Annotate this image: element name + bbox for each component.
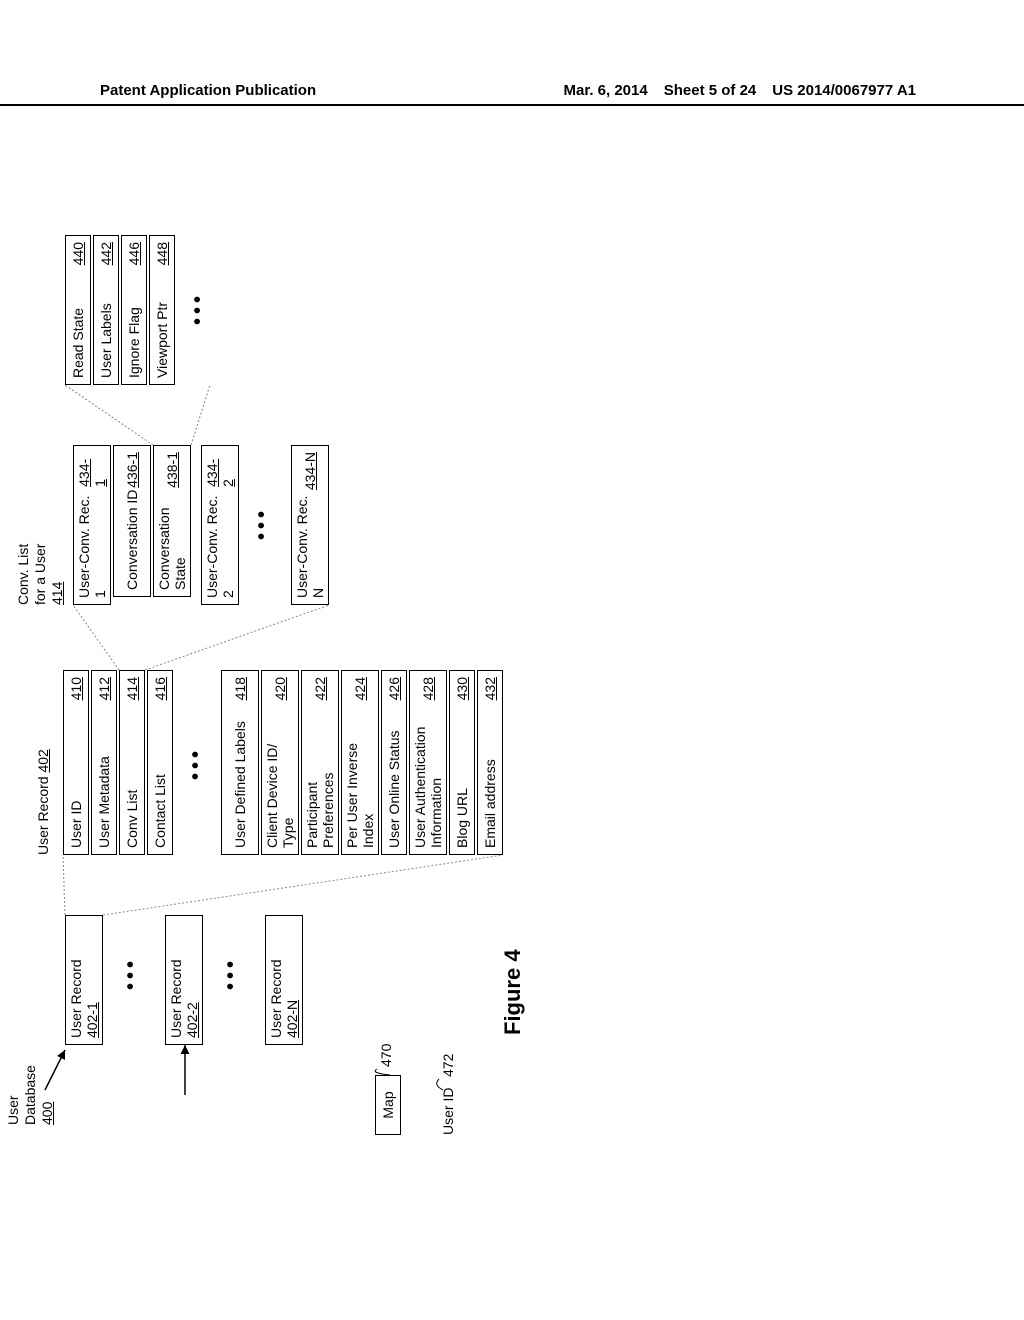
field-user-auth: User Authentication Information428 [409,670,447,855]
figure-label: Figure 4 [500,949,526,1035]
field-client-device: Client Device ID/ Type420 [261,670,299,855]
dots-icon: ••• [220,957,243,990]
conv-rec-2: User-Conv. Rec. 2434-2 [201,445,239,605]
header-date: Mar. 6, 2014 [563,82,647,104]
state-labels: User Labels442 [93,235,119,385]
header-left: Patent Application Publication [100,82,316,104]
state-viewport: Viewport Ptr448 [149,235,175,385]
header-right: Mar. 6, 2014 Sheet 5 of 24 US 2014/00679… [563,82,916,104]
field-user-defined-labels: User Defined Labels418 [221,670,259,855]
field-per-user-inverse: Per User Inverse Index424 [341,670,379,855]
diagram-canvas: User Database 400 User Record402-1 User … [5,265,1024,1095]
state-read: Read State440 [65,235,91,385]
header-sheet: Sheet 5 of 24 [664,82,757,104]
user-id-map-ref: 472 [440,1054,456,1077]
dots-icon: ••• [251,507,274,540]
field-user-id: User ID410 [63,670,89,855]
conv-id: Conversation ID436-1 [113,445,151,597]
field-contact-list: Contact List416 [147,670,173,855]
conv-rec-1: User-Conv. Rec. 1434-1 [73,445,111,605]
user-id-map-label: User ID [440,1088,456,1135]
conv-rec-n: User-Conv. Rec. N434-N [291,445,329,605]
conv-list-title: Conv. List for a User 414 [15,544,65,605]
map-box: Map [375,1075,401,1135]
user-record-box-2: User Record402-2 [165,915,203,1045]
field-online-status: User Online Status426 [381,670,407,855]
user-record-box-n: User Record402-N [265,915,303,1045]
state-ignore: Ignore Flag446 [121,235,147,385]
page-header: Patent Application Publication Mar. 6, 2… [0,82,1024,106]
user-db-label: User Database 400 [5,1065,55,1125]
field-blog-url: Blog URL430 [449,670,475,855]
field-email: Email address432 [477,670,503,855]
field-user-metadata: User Metadata412 [91,670,117,855]
field-participant-prefs: Participant Preferences422 [301,670,339,855]
user-record-box-1: User Record402-1 [65,915,103,1045]
map-ref: 470 [378,1044,394,1067]
user-record-title: User Record 402 [35,749,51,855]
dots-icon: ••• [120,957,143,990]
dots-icon: ••• [187,292,210,325]
header-pubno: US 2014/0067977 A1 [772,82,916,104]
dots-icon: ••• [185,747,208,780]
conv-state: Conversation State438-1 [153,445,191,597]
field-conv-list: Conv List414 [119,670,145,855]
